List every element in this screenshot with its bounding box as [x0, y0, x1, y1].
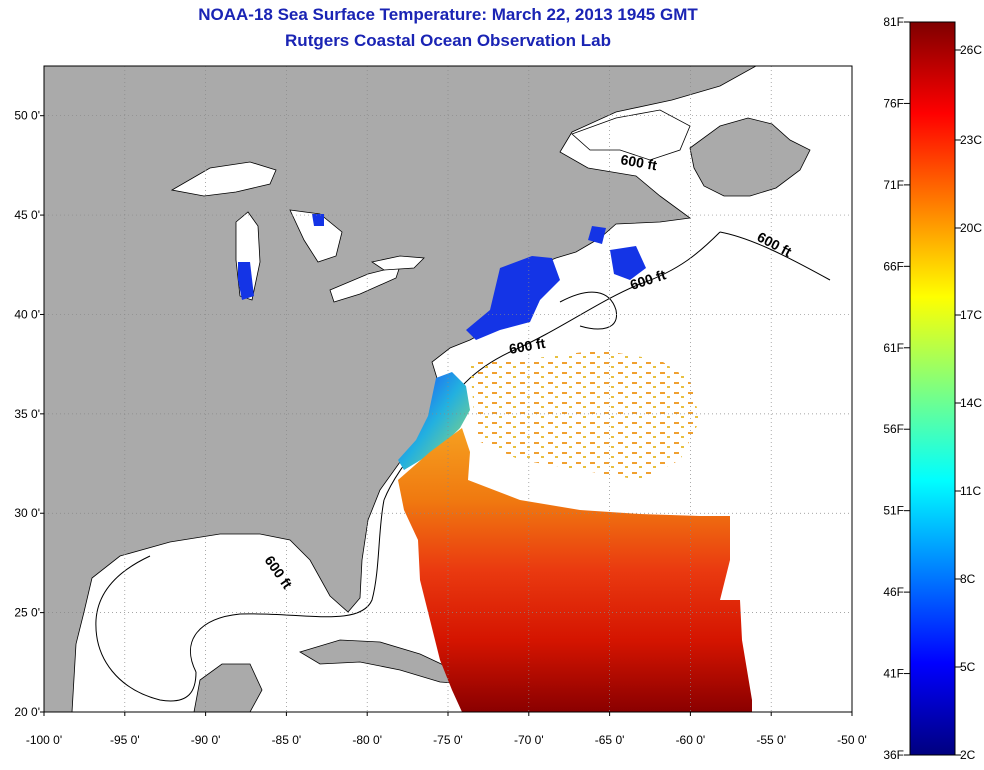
map-title: NOAA-18 Sea Surface Temperature: March 2… [198, 5, 698, 24]
sst-gulf-stream-region [398, 428, 752, 712]
lon-tick-label-4: -80 0' [352, 733, 382, 747]
land-newfoundland [689, 117, 811, 197]
lon-tick-label-8: -60 0' [676, 733, 706, 747]
cbar-c-label-8: 2C [960, 748, 976, 762]
lon-tick-label-1: -95 0' [110, 733, 140, 747]
land-north-america [44, 66, 757, 712]
lon-tick-label-6: -70 0' [514, 733, 544, 747]
cbar-f-label-8: 41F [883, 667, 904, 681]
lat-tick-label-4: 30 0' [14, 506, 40, 520]
cbar-c-label-2: 20C [960, 221, 982, 235]
lat-tick-label-3: 35 0' [14, 407, 40, 421]
cbar-c-label-0: 26C [960, 43, 982, 57]
cbar-f-label-0: 81F [883, 15, 904, 29]
cbar-f-label-4: 61F [883, 341, 904, 355]
lon-tick-label-0: -100 0' [26, 733, 62, 747]
cbar-c-label-5: 11C [960, 484, 981, 498]
land-yucatan [193, 663, 263, 712]
lat-axis: 50 0' 45 0' 40 0' 35 0' 30 0' 25 0' 20 0' [14, 109, 44, 719]
cbar-f-label-3: 66F [883, 259, 904, 273]
map-panel [44, 66, 852, 712]
lake-erie [329, 265, 401, 303]
colorbar-strip [909, 21, 956, 756]
lon-tick-label-7: -65 0' [595, 733, 625, 747]
colorbar-c-labels: 26C 23C 20C 17C 14C 11C 8C 5C 2C [955, 43, 982, 762]
lon-axis: -100 0' -95 0' -90 0' -85 0' -80 0' -75 0' -70… [26, 712, 867, 747]
lon-tick-label-3: -85 0' [272, 733, 302, 747]
lat-tick-label-2: 40 0' [14, 307, 40, 321]
colorbar-f-labels: 81F 76F 71F 66F 61F 56F 51F 46F 41F 36F [883, 15, 910, 762]
cbar-f-label-7: 46F [883, 585, 904, 599]
cbar-f-label-2: 71F [883, 178, 904, 192]
colorbar: 81F 76F 71F 66F 61F 56F 51F 46F 41F 36F 26C 23C 20C… [883, 15, 982, 762]
cbar-c-label-4: 14C [960, 396, 982, 410]
lat-tick-label-0: 50 0' [14, 109, 40, 123]
contour-label-4: 600 ft [508, 335, 547, 357]
lon-tick-label-2: -90 0' [191, 733, 221, 747]
lon-tick-label-10: -50 0' [837, 733, 867, 747]
cbar-c-label-1: 23C [960, 133, 982, 147]
map-subtitle: Rutgers Coastal Ocean Observation Lab [285, 31, 611, 50]
lat-tick-label-6: 20 0' [14, 705, 40, 719]
lake-ontario [370, 255, 425, 271]
cbar-f-label-6: 51F [883, 504, 904, 518]
lake-superior [170, 161, 277, 197]
gulf-st-lawrence [571, 109, 691, 161]
lat-tick-label-5: 25 0' [14, 606, 40, 620]
cbar-c-label-6: 8C [960, 572, 976, 586]
sst-scattered-pixels [470, 350, 700, 480]
cbar-c-label-3: 17C [960, 308, 982, 322]
contour-label-1: 600 ft [619, 151, 658, 173]
lat-tick-label-1: 45 0' [14, 208, 40, 222]
lon-tick-label-9: -55 0' [756, 733, 786, 747]
lon-tick-label-5: -75 0' [433, 733, 463, 747]
sst-carolina-shelf [398, 372, 470, 470]
cbar-c-label-7: 5C [960, 660, 976, 674]
cbar-f-label-9: 36F [883, 748, 904, 762]
sst-cold-coastal [238, 214, 646, 340]
cbar-f-label-5: 56F [883, 422, 904, 436]
cbar-f-label-1: 76F [883, 96, 904, 110]
